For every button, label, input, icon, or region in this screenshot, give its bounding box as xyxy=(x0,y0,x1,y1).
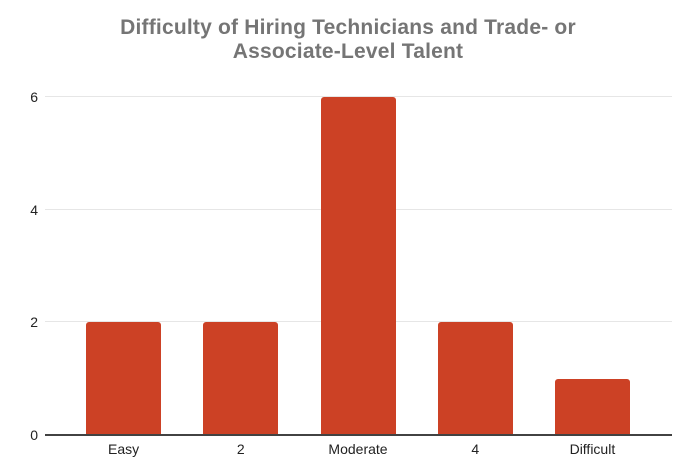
y-tick-label: 0 xyxy=(30,427,38,443)
gridline xyxy=(45,96,672,97)
x-tick-label: Difficult xyxy=(569,441,616,457)
y-tick-label: 2 xyxy=(30,314,38,331)
bar-2 xyxy=(203,322,279,435)
y-axis: 0 2 4 6 xyxy=(0,90,38,442)
bar-band xyxy=(299,97,416,435)
y-tick-label: 6 xyxy=(30,89,38,105)
x-axis: Easy 2 Moderate 4 Difficult xyxy=(65,442,651,456)
bar-easy xyxy=(86,322,162,435)
x-tick-label: 2 xyxy=(236,441,245,457)
bar-moderate xyxy=(320,97,396,435)
bar-band xyxy=(182,97,299,435)
x-tick-label: Easy xyxy=(108,441,140,457)
y-tick-label: 4 xyxy=(30,201,38,218)
chart-title-line-1: Difficulty of Hiring Technicians and Tra… xyxy=(120,16,576,39)
bar-band xyxy=(417,97,534,435)
chart-title: Difficulty of Hiring Technicians and Tra… xyxy=(0,16,696,64)
bar-4 xyxy=(437,322,513,435)
bars-row xyxy=(65,97,651,435)
x-tick-label: 4 xyxy=(471,441,480,457)
plot-area xyxy=(45,96,672,436)
chart-title-line-2: Associate-Level Talent xyxy=(232,40,464,64)
x-tick-label: Moderate xyxy=(328,441,388,457)
bar-band xyxy=(65,97,182,435)
bar-band xyxy=(534,97,651,435)
x-axis-baseline xyxy=(45,434,672,436)
bar-difficult xyxy=(554,378,630,435)
